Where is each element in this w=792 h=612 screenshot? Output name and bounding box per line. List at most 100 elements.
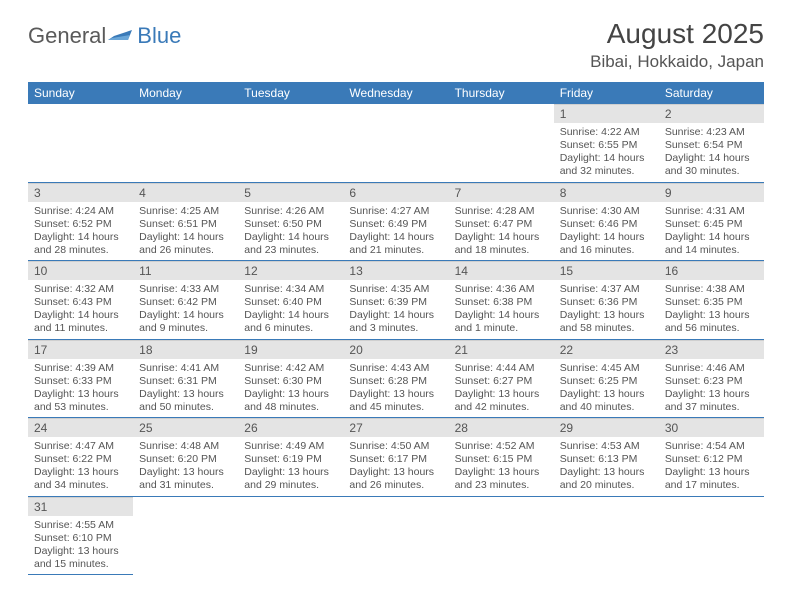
page: General Blue August 2025 Bibai, Hokkaido… <box>0 0 792 585</box>
calendar-cell: 25Sunrise: 4:48 AMSunset: 6:20 PMDayligh… <box>133 418 238 497</box>
day-details: Sunrise: 4:50 AMSunset: 6:17 PMDaylight:… <box>343 437 448 496</box>
day-number: 11 <box>133 261 238 280</box>
calendar-cell: 21Sunrise: 4:44 AMSunset: 6:27 PMDayligh… <box>449 339 554 418</box>
day-number: 8 <box>554 183 659 202</box>
calendar-cell <box>659 496 764 575</box>
day-details: Sunrise: 4:48 AMSunset: 6:20 PMDaylight:… <box>133 437 238 496</box>
day-number: 30 <box>659 418 764 437</box>
day-details: Sunrise: 4:23 AMSunset: 6:54 PMDaylight:… <box>659 123 764 182</box>
calendar-cell: 16Sunrise: 4:38 AMSunset: 6:35 PMDayligh… <box>659 261 764 340</box>
day-number: 3 <box>28 183 133 202</box>
day-number: 18 <box>133 340 238 359</box>
day-number: 26 <box>238 418 343 437</box>
day-details: Sunrise: 4:31 AMSunset: 6:45 PMDaylight:… <box>659 202 764 261</box>
day-details: Sunrise: 4:47 AMSunset: 6:22 PMDaylight:… <box>28 437 133 496</box>
title-block: August 2025 Bibai, Hokkaido, Japan <box>590 18 764 72</box>
calendar-cell: 7Sunrise: 4:28 AMSunset: 6:47 PMDaylight… <box>449 182 554 261</box>
brand-blue: Blue <box>137 23 181 49</box>
day-details: Sunrise: 4:43 AMSunset: 6:28 PMDaylight:… <box>343 359 448 418</box>
day-number: 5 <box>238 183 343 202</box>
day-details: Sunrise: 4:30 AMSunset: 6:46 PMDaylight:… <box>554 202 659 261</box>
day-number: 15 <box>554 261 659 280</box>
day-number: 2 <box>659 104 764 123</box>
weekday-row: SundayMondayTuesdayWednesdayThursdayFrid… <box>28 82 764 104</box>
weekday-header: Thursday <box>449 82 554 104</box>
calendar-cell: 28Sunrise: 4:52 AMSunset: 6:15 PMDayligh… <box>449 418 554 497</box>
day-number: 25 <box>133 418 238 437</box>
calendar-row: 24Sunrise: 4:47 AMSunset: 6:22 PMDayligh… <box>28 418 764 497</box>
day-details: Sunrise: 4:33 AMSunset: 6:42 PMDaylight:… <box>133 280 238 339</box>
day-number: 20 <box>343 340 448 359</box>
day-details: Sunrise: 4:45 AMSunset: 6:25 PMDaylight:… <box>554 359 659 418</box>
calendar-cell <box>28 104 133 182</box>
day-details: Sunrise: 4:49 AMSunset: 6:19 PMDaylight:… <box>238 437 343 496</box>
day-number: 31 <box>28 497 133 516</box>
day-number: 13 <box>343 261 448 280</box>
calendar-cell: 9Sunrise: 4:31 AMSunset: 6:45 PMDaylight… <box>659 182 764 261</box>
day-details: Sunrise: 4:24 AMSunset: 6:52 PMDaylight:… <box>28 202 133 261</box>
calendar-cell: 5Sunrise: 4:26 AMSunset: 6:50 PMDaylight… <box>238 182 343 261</box>
calendar-cell <box>238 496 343 575</box>
day-number: 28 <box>449 418 554 437</box>
day-details: Sunrise: 4:39 AMSunset: 6:33 PMDaylight:… <box>28 359 133 418</box>
day-details: Sunrise: 4:32 AMSunset: 6:43 PMDaylight:… <box>28 280 133 339</box>
day-number: 1 <box>554 104 659 123</box>
weekday-header: Monday <box>133 82 238 104</box>
calendar-row: 10Sunrise: 4:32 AMSunset: 6:43 PMDayligh… <box>28 261 764 340</box>
day-details: Sunrise: 4:28 AMSunset: 6:47 PMDaylight:… <box>449 202 554 261</box>
brand-general: General <box>28 23 106 49</box>
day-details: Sunrise: 4:41 AMSunset: 6:31 PMDaylight:… <box>133 359 238 418</box>
calendar-cell: 23Sunrise: 4:46 AMSunset: 6:23 PMDayligh… <box>659 339 764 418</box>
calendar-cell: 20Sunrise: 4:43 AMSunset: 6:28 PMDayligh… <box>343 339 448 418</box>
calendar-cell: 27Sunrise: 4:50 AMSunset: 6:17 PMDayligh… <box>343 418 448 497</box>
weekday-header: Tuesday <box>238 82 343 104</box>
day-number: 24 <box>28 418 133 437</box>
day-details: Sunrise: 4:53 AMSunset: 6:13 PMDaylight:… <box>554 437 659 496</box>
calendar-cell: 2Sunrise: 4:23 AMSunset: 6:54 PMDaylight… <box>659 104 764 182</box>
calendar-cell: 13Sunrise: 4:35 AMSunset: 6:39 PMDayligh… <box>343 261 448 340</box>
day-number: 12 <box>238 261 343 280</box>
day-number: 17 <box>28 340 133 359</box>
calendar-cell <box>343 496 448 575</box>
calendar-cell: 19Sunrise: 4:42 AMSunset: 6:30 PMDayligh… <box>238 339 343 418</box>
day-details: Sunrise: 4:36 AMSunset: 6:38 PMDaylight:… <box>449 280 554 339</box>
day-details: Sunrise: 4:52 AMSunset: 6:15 PMDaylight:… <box>449 437 554 496</box>
calendar-cell: 6Sunrise: 4:27 AMSunset: 6:49 PMDaylight… <box>343 182 448 261</box>
day-details: Sunrise: 4:55 AMSunset: 6:10 PMDaylight:… <box>28 516 133 575</box>
day-details: Sunrise: 4:34 AMSunset: 6:40 PMDaylight:… <box>238 280 343 339</box>
calendar-cell <box>343 104 448 182</box>
day-number: 19 <box>238 340 343 359</box>
calendar-cell <box>133 104 238 182</box>
day-number: 10 <box>28 261 133 280</box>
calendar-cell <box>238 104 343 182</box>
calendar-cell: 14Sunrise: 4:36 AMSunset: 6:38 PMDayligh… <box>449 261 554 340</box>
day-details: Sunrise: 4:42 AMSunset: 6:30 PMDaylight:… <box>238 359 343 418</box>
weekday-header: Saturday <box>659 82 764 104</box>
calendar-cell: 1Sunrise: 4:22 AMSunset: 6:55 PMDaylight… <box>554 104 659 182</box>
calendar-row: 31Sunrise: 4:55 AMSunset: 6:10 PMDayligh… <box>28 496 764 575</box>
day-number: 29 <box>554 418 659 437</box>
day-details: Sunrise: 4:25 AMSunset: 6:51 PMDaylight:… <box>133 202 238 261</box>
day-details: Sunrise: 4:27 AMSunset: 6:49 PMDaylight:… <box>343 202 448 261</box>
day-number: 27 <box>343 418 448 437</box>
calendar-cell: 31Sunrise: 4:55 AMSunset: 6:10 PMDayligh… <box>28 496 133 575</box>
day-details: Sunrise: 4:44 AMSunset: 6:27 PMDaylight:… <box>449 359 554 418</box>
month-title: August 2025 <box>590 18 764 50</box>
calendar-cell: 15Sunrise: 4:37 AMSunset: 6:36 PMDayligh… <box>554 261 659 340</box>
day-details: Sunrise: 4:37 AMSunset: 6:36 PMDaylight:… <box>554 280 659 339</box>
calendar-cell: 17Sunrise: 4:39 AMSunset: 6:33 PMDayligh… <box>28 339 133 418</box>
day-number: 6 <box>343 183 448 202</box>
calendar-cell: 26Sunrise: 4:49 AMSunset: 6:19 PMDayligh… <box>238 418 343 497</box>
calendar-cell <box>554 496 659 575</box>
day-details: Sunrise: 4:38 AMSunset: 6:35 PMDaylight:… <box>659 280 764 339</box>
calendar-cell: 8Sunrise: 4:30 AMSunset: 6:46 PMDaylight… <box>554 182 659 261</box>
calendar-body: 1Sunrise: 4:22 AMSunset: 6:55 PMDaylight… <box>28 104 764 575</box>
brand-logo: General Blue <box>28 18 181 54</box>
calendar-cell <box>449 104 554 182</box>
calendar-head: SundayMondayTuesdayWednesdayThursdayFrid… <box>28 82 764 104</box>
weekday-header: Sunday <box>28 82 133 104</box>
day-number: 4 <box>133 183 238 202</box>
flag-icon <box>108 24 136 42</box>
day-details: Sunrise: 4:46 AMSunset: 6:23 PMDaylight:… <box>659 359 764 418</box>
calendar-cell <box>449 496 554 575</box>
